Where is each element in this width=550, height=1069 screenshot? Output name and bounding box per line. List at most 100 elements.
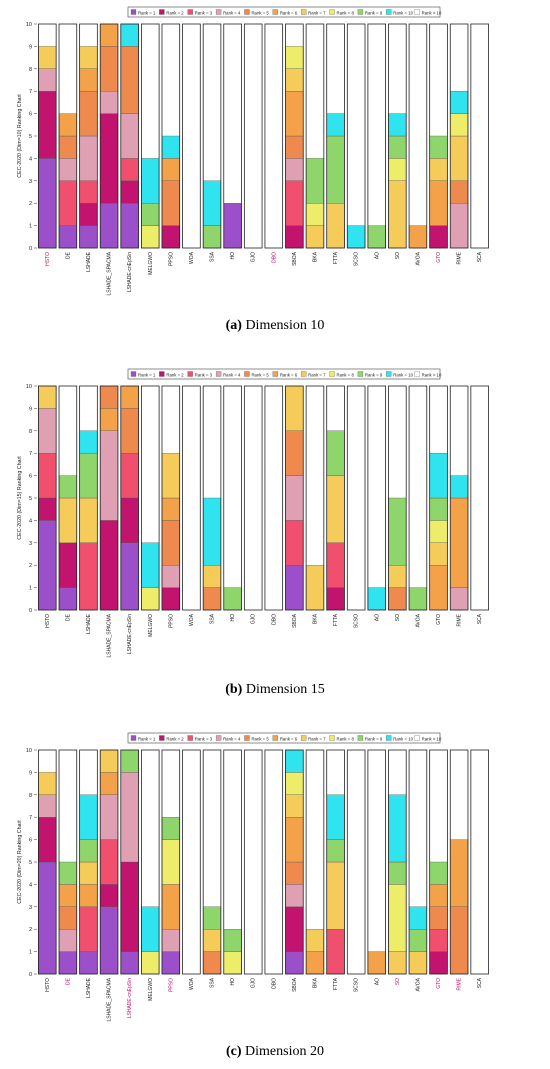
y-tick-label: 8 <box>29 793 32 799</box>
bar-segment-rank-10 <box>141 158 160 204</box>
y-tick-label: 5 <box>29 496 32 502</box>
bar-segment-rank-10 <box>450 475 469 499</box>
x-tick-label: GJO <box>251 978 257 988</box>
x-tick-label: GTO <box>436 252 442 263</box>
legend-swatch <box>272 9 278 15</box>
bar-outline <box>161 385 181 611</box>
bar-outline <box>346 749 366 975</box>
bar-segment-rank-6 <box>58 113 77 137</box>
x-tick-label: DBO <box>271 978 277 989</box>
y-tick-label: 5 <box>29 860 32 866</box>
bar-outline <box>470 385 489 611</box>
bar-segment-rank-7 <box>388 565 407 588</box>
bar-outline <box>449 749 469 975</box>
bar-segment-rank-10 <box>202 497 222 566</box>
bar-segment-rank-8 <box>161 839 180 885</box>
bar-segment-rank-5 <box>285 430 304 476</box>
legend-label: Rank > 10 <box>422 10 442 15</box>
x-tick-label: LSHADE <box>86 251 92 272</box>
y-tick-label: 8 <box>29 67 32 73</box>
bar-segment-rank-9 <box>202 225 222 249</box>
bar-outline <box>470 23 489 249</box>
legend-swatch <box>329 371 335 377</box>
bar-segment-rank-5 <box>79 91 98 137</box>
x-tick-label: FTTA <box>333 977 339 990</box>
bar-segment-rank-7 <box>38 385 57 409</box>
bar-segment-rank-4 <box>161 929 180 952</box>
bar-segment-rank-1 <box>120 542 139 611</box>
bar-outline <box>243 749 263 975</box>
y-tick-label: 6 <box>29 838 32 844</box>
bar-segment-rank-6 <box>429 180 448 226</box>
chart-panel-dim10: Rank = 1 Rank = 2 Rank = 3 Rank = 4 Rank = 5… <box>0 4 550 316</box>
bar-segment-rank-1 <box>285 951 304 975</box>
caption-text: Dimension 15 <box>245 682 325 697</box>
bar-outline <box>346 385 366 611</box>
bar-outline <box>326 385 345 611</box>
x-tick-label: SCA <box>477 251 483 262</box>
x-tick-label: RIME <box>457 977 463 990</box>
legend-label: Rank = 10 <box>393 736 413 741</box>
bar-segment-rank-10 <box>347 225 366 249</box>
bar-outline <box>449 23 469 249</box>
bar-outline <box>388 23 407 249</box>
bar-segment-rank-7 <box>305 565 325 611</box>
y-tick-label: 7 <box>29 451 32 457</box>
bar-outline <box>326 749 345 975</box>
bar-segment-rank-5 <box>100 385 119 409</box>
bar-segment-rank-3 <box>285 180 304 226</box>
bar-segment-rank-2 <box>58 542 77 588</box>
bar-segment-rank-2 <box>161 225 180 249</box>
legend-label: Rank = 8 <box>337 736 355 741</box>
bar-segment-rank-8 <box>429 520 448 543</box>
y-tick-label: 3 <box>29 179 32 185</box>
y-tick-label: 0 <box>29 246 32 252</box>
bar-outline <box>58 749 78 975</box>
bar-segment-rank-7 <box>285 794 304 818</box>
legend-label: Rank = 4 <box>223 736 241 741</box>
y-tick-label: 1 <box>29 950 32 956</box>
caption-tag: (a) <box>225 318 242 333</box>
x-tick-label: SO <box>395 614 401 621</box>
x-tick-label: SSA <box>210 613 216 624</box>
legend-swatch <box>357 371 364 377</box>
x-tick-label: BKA <box>312 251 318 262</box>
bar-segment-rank-10 <box>161 135 180 159</box>
bar-segment-rank-7 <box>388 180 407 249</box>
x-tick-label: FTTA <box>333 613 339 626</box>
legend-swatch <box>244 735 250 741</box>
x-tick-label: GJO <box>251 252 257 262</box>
legend: Rank = 1 Rank = 2 Rank = 3 Rank = 4 Rank = 5… <box>127 368 442 380</box>
bar-segment-rank-10 <box>450 91 469 114</box>
bar-segment-rank-5 <box>450 180 469 204</box>
legend-label: Rank = 10 <box>393 372 413 377</box>
bar-segment-rank-3 <box>58 180 77 226</box>
legend-label: Rank = 10 <box>393 10 413 15</box>
legend-swatch <box>301 9 307 15</box>
bar-segment-rank-9 <box>202 906 222 930</box>
bar-outline <box>408 23 428 249</box>
legend-swatch <box>272 371 278 377</box>
bar-segment-rank-1 <box>223 203 242 249</box>
legend-label: Rank = 2 <box>166 372 184 377</box>
bar-segment-rank-4 <box>285 475 304 521</box>
caption-tag: (c) <box>226 1044 242 1059</box>
bar-outline <box>285 23 304 249</box>
bar-segment-rank-8 <box>141 587 160 611</box>
bar-segment-rank-4 <box>450 203 469 249</box>
bar-segment-rank-9 <box>429 135 448 159</box>
x-tick-label: SBOA <box>292 977 298 992</box>
x-tick-label: FTTA <box>333 251 339 264</box>
y-tick-label: 10 <box>26 22 32 28</box>
x-tick-label: RIME <box>457 251 463 264</box>
legend-swatch <box>187 9 193 15</box>
bar-segment-rank-3 <box>79 180 98 204</box>
bar-segment-rank-3 <box>285 520 304 566</box>
legend-swatch <box>215 9 222 15</box>
bar-outline <box>388 749 407 975</box>
bar-segment-rank-6 <box>161 158 180 181</box>
bar-outline <box>182 385 201 611</box>
bar-outline <box>120 385 139 611</box>
bar-segment-rank-6 <box>285 817 304 863</box>
y-axis-label: CEC-2020 (Dim=10) Ranking Chart <box>17 94 23 178</box>
